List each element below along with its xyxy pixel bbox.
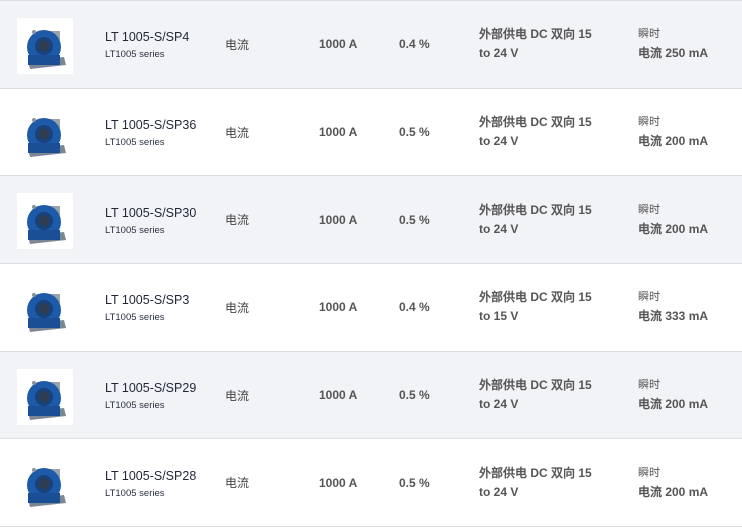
current-sensor-icon <box>27 293 66 333</box>
accuracy: 0.4 % <box>399 300 430 315</box>
measurement-type: 电流 <box>225 37 250 52</box>
measurement-type: 电流 <box>225 388 250 403</box>
current-sensor-icon <box>27 30 66 69</box>
current-consumption: 瞬时电流 333 mA <box>638 264 738 351</box>
product-name-link[interactable]: LT 1005-S/SP4 <box>105 30 190 45</box>
nominal-current: 1000 A <box>319 37 358 52</box>
table-row[interactable]: LT 1005-S/SP29 LT1005 series 电流 1000 A 0… <box>0 351 742 440</box>
consumption-value: 电流 333 mA <box>638 309 709 324</box>
current-consumption: 瞬时电流 200 mA <box>638 176 738 263</box>
current-consumption: 瞬时电流 250 mA <box>638 1 738 88</box>
product-image[interactable] <box>17 106 73 162</box>
accuracy: 0.5 % <box>399 212 430 227</box>
table-row[interactable]: LT 1005-S/SP3 LT1005 series 电流 1000 A 0.… <box>0 264 742 352</box>
consumption-value: 电流 200 mA <box>638 221 709 236</box>
consumption-value: 电流 200 mA <box>638 134 709 149</box>
measurement-type: 电流 <box>225 300 250 315</box>
current-sensor-icon <box>27 380 66 420</box>
supply-voltage: 外部供电 DC 双向 15 to 24 V <box>479 465 592 499</box>
product-series: LT1005 series <box>105 224 165 236</box>
consumption-value: 电流 200 mA <box>638 484 709 499</box>
product-name-link[interactable]: LT 1005-S/SP29 <box>105 381 197 396</box>
measurement-type: 电流 <box>225 125 250 140</box>
accuracy: 0.5 % <box>399 125 430 140</box>
consumption-label: 瞬时 <box>638 291 660 304</box>
supply-voltage: 外部供电 DC 双向 15 to 24 V <box>479 27 592 61</box>
current-consumption: 瞬时电流 200 mA <box>638 89 738 176</box>
supply-voltage: 外部供电 DC 双向 15 to 15 V <box>479 290 592 324</box>
nominal-current: 1000 A <box>319 300 358 315</box>
table-row[interactable]: LT 1005-S/SP4 LT1005 series 电流 1000 A 0.… <box>0 1 742 89</box>
table-row[interactable]: LT 1005-S/SP30 LT1005 series 电流 1000 A 0… <box>0 176 742 265</box>
nominal-current: 1000 A <box>319 475 358 490</box>
product-image[interactable] <box>17 18 73 74</box>
consumption-label: 瞬时 <box>638 116 660 129</box>
product-series: LT1005 series <box>105 312 165 324</box>
supply-voltage: 外部供电 DC 双向 15 to 24 V <box>479 115 592 149</box>
product-name-link[interactable]: LT 1005-S/SP30 <box>105 205 197 220</box>
nominal-current: 1000 A <box>319 125 358 140</box>
current-sensor-icon <box>27 468 66 508</box>
product-series: LT1005 series <box>105 137 165 149</box>
consumption-label: 瞬时 <box>638 28 660 41</box>
measurement-type: 电流 <box>225 476 250 491</box>
consumption-value: 电流 200 mA <box>638 397 709 412</box>
table-row[interactable]: LT 1005-S/SP36 LT1005 series 电流 1000 A 0… <box>0 89 742 177</box>
current-sensor-icon <box>27 205 66 245</box>
product-series: LT1005 series <box>105 487 165 499</box>
table-row[interactable]: LT 1005-S/SP28 LT1005 series 电流 1000 A 0… <box>0 439 742 528</box>
nominal-current: 1000 A <box>319 388 358 403</box>
product-image[interactable] <box>17 281 73 337</box>
measurement-type: 电流 <box>225 213 250 228</box>
supply-voltage: 外部供电 DC 双向 15 to 24 V <box>479 202 592 236</box>
product-series: LT1005 series <box>105 400 165 412</box>
product-image[interactable] <box>17 193 73 250</box>
product-name-link[interactable]: LT 1005-S/SP28 <box>105 468 197 483</box>
product-image[interactable] <box>17 368 73 425</box>
accuracy: 0.5 % <box>399 388 430 403</box>
consumption-value: 电流 250 mA <box>638 46 709 61</box>
accuracy: 0.4 % <box>399 37 430 52</box>
current-consumption: 瞬时电流 200 mA <box>638 439 738 526</box>
product-name-link[interactable]: LT 1005-S/SP3 <box>105 293 190 308</box>
current-consumption: 瞬时电流 200 mA <box>638 352 738 439</box>
nominal-current: 1000 A <box>319 212 358 227</box>
current-sensor-icon <box>27 117 66 157</box>
product-name-link[interactable]: LT 1005-S/SP36 <box>105 118 197 133</box>
consumption-label: 瞬时 <box>638 203 660 216</box>
accuracy: 0.5 % <box>399 475 430 490</box>
product-series: LT1005 series <box>105 49 165 61</box>
consumption-label: 瞬时 <box>638 466 660 479</box>
consumption-label: 瞬时 <box>638 379 660 392</box>
supply-voltage: 外部供电 DC 双向 15 to 24 V <box>479 378 592 412</box>
product-image[interactable] <box>17 456 73 512</box>
